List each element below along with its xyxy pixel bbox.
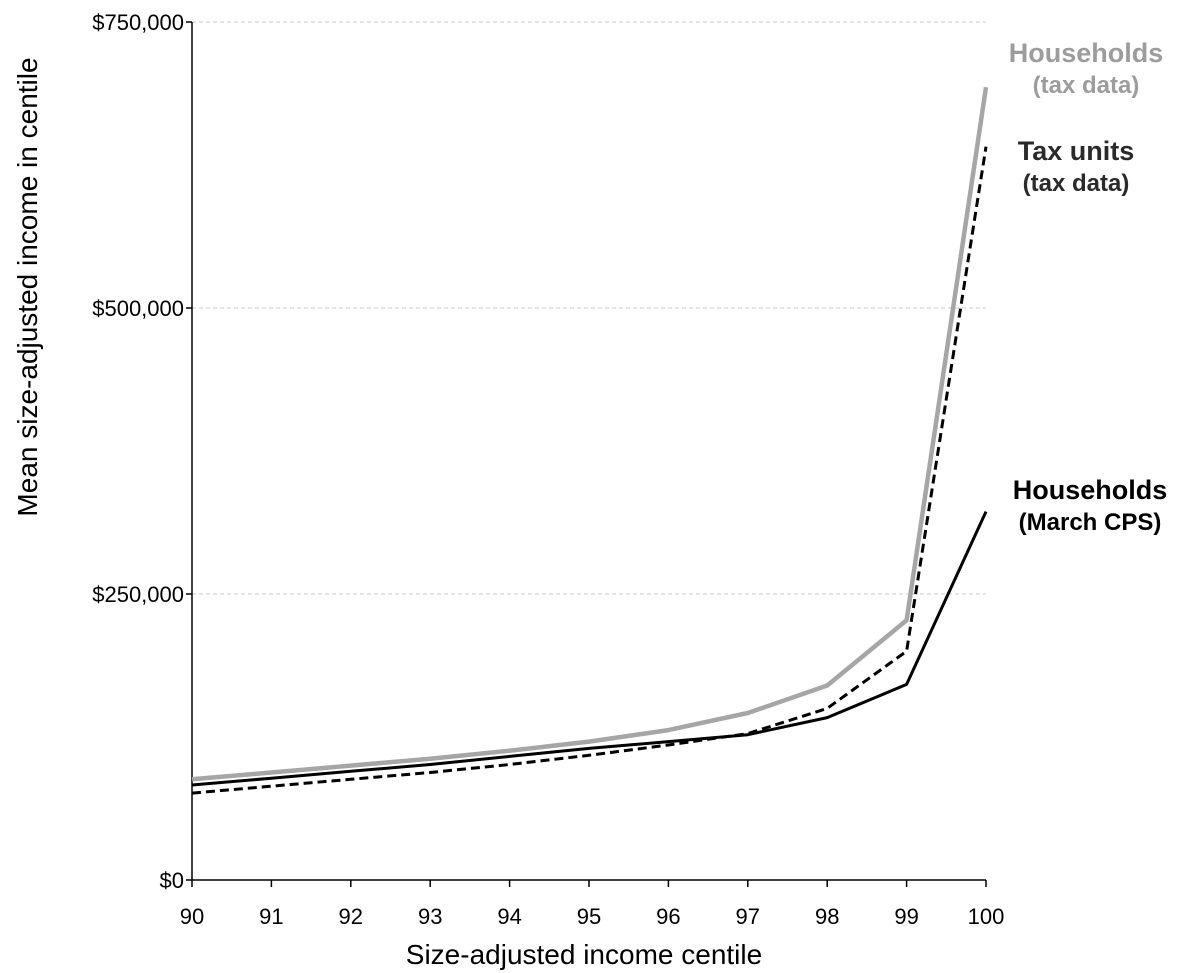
x-tick-label: 96 — [656, 904, 680, 929]
x-tick-label: 90 — [180, 904, 204, 929]
x-axis-ticks: 90 91 92 93 94 95 96 97 98 99 100 — [180, 880, 1005, 929]
y-tick-label: $250,000 — [92, 582, 184, 607]
y-axis-ticks: $0 $250,000 $500,000 $750,000 — [92, 10, 192, 893]
series-label-hh_cps: Households (March CPS) — [1013, 475, 1168, 536]
gridlines — [192, 21, 986, 595]
x-tick-label: 91 — [259, 904, 283, 929]
x-tick-label: 93 — [418, 904, 442, 929]
x-tick-label: 98 — [815, 904, 839, 929]
series-label-tu_tax: Tax units (tax data) — [1018, 136, 1135, 197]
series-label-hh_tax: Households (tax data) — [1009, 38, 1164, 99]
series-line-tu_tax — [191, 146, 988, 795]
y-tick-label: $750,000 — [92, 10, 184, 35]
series-labels: Households (tax data) Tax units (tax data) H… — [1009, 38, 1168, 536]
x-tick-label: 95 — [577, 904, 601, 929]
x-tick-label: 92 — [339, 904, 363, 929]
y-tick-label: $0 — [160, 868, 184, 893]
series-line-hh_tax — [191, 86, 989, 782]
x-tick-label: 100 — [968, 904, 1005, 929]
series-line-hh_cps — [191, 510, 988, 787]
y-tick-label: $500,000 — [92, 296, 184, 321]
series-lines — [191, 86, 989, 795]
x-tick-label: 94 — [497, 904, 521, 929]
x-tick-label: 97 — [736, 904, 760, 929]
x-axis-title: Size-adjusted income centile — [406, 939, 762, 970]
x-tick-label: 99 — [894, 904, 918, 929]
y-axis-title: Mean size-adjusted income in centile — [12, 57, 43, 516]
axes — [191, 22, 986, 881]
